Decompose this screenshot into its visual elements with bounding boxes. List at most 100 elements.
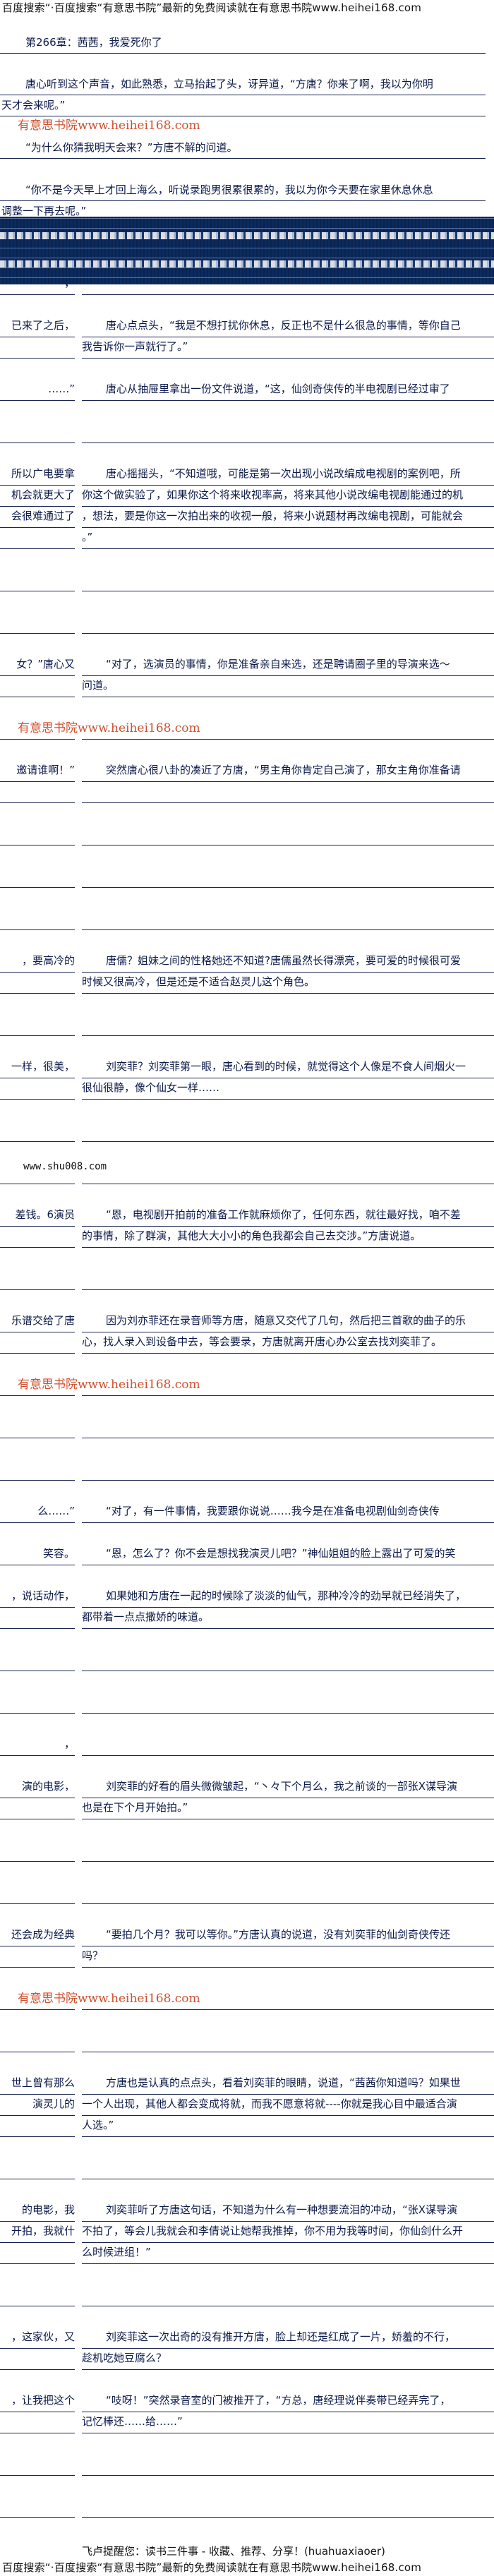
left-column-line (0, 2285, 75, 2306)
line-text: “对了，有一件事情，我要跟你说说……我今是在准备电视剧仙剑奇侠传 (106, 1505, 440, 1517)
line-text: 所以广电要拿 (11, 467, 75, 480)
left-column-line (0, 2412, 75, 2433)
left-column-line (0, 781, 75, 803)
line-text (82, 2500, 106, 2512)
left-column-line: 所以广电要拿 (0, 464, 75, 486)
left-column-line (0, 421, 75, 443)
line-text: 唐心听到这个声音，如此熟悉，立马抬起了头，讶异道，“方唐？你来了啊，我以为你明 (25, 78, 433, 90)
left-column-line: 邀请谁啊！” (0, 760, 75, 782)
left-column-line (0, 908, 75, 930)
line-text (82, 1272, 106, 1284)
watermark: 有意思书院www.heihei168.com (18, 1378, 200, 1392)
left-column-line (0, 1882, 75, 1904)
right-column-line (82, 1988, 494, 2010)
right-column-line: 突然唐心很八卦的凑近了方唐，“男主角你肯定自己演了，那女主角你准备请 (82, 760, 494, 782)
left-column-line (0, 675, 75, 697)
right-column-line (82, 1416, 494, 1438)
right-column-line: 唐儒？姐妹之间的性格她还不知道?唐儒虽然长得漂亮，要可爱的时候很可爱 (82, 951, 494, 973)
site-link[interactable]: www.shu008.com (23, 1161, 107, 1172)
right-column-line (82, 1649, 494, 1671)
right-column-line (82, 1882, 494, 1904)
header-banner: 百度搜索“·百度搜索“有意思书院”最新的免费阅读就在有意思书院www.heihe… (2, 1, 422, 14)
line-text: 的事情，除了群演，其他大大小小的角色我都会自己去交涉。”方唐说道。 (82, 1229, 421, 1242)
line-text: 时候又很高冷，但是还是不适合赵灵儿这个角色。 (82, 975, 315, 988)
chapter-title: 第266章：茜茜，我爱死你了 (0, 32, 486, 54)
line-text: 刘奕菲这一次出奇的没有推开方唐，脸上却还是红成了一片，娇羞的不行， (106, 2330, 456, 2343)
line-text: 记忆棒还……给……” (82, 2415, 183, 2428)
line-text: 么时候进组！” (82, 2246, 151, 2258)
text-line: 天才会来呢。” (0, 95, 486, 116)
right-column-line (82, 1014, 494, 1036)
left-column-line: 机会就更大了 (0, 485, 75, 507)
line-text: “要拍几个月？我可以等你。”方唐认真的说道，没有刘奕菲的仙剑奇侠传还 (106, 1928, 451, 1941)
line-text: “为什么你猜我明天会来？”方唐不解的问道。 (25, 141, 238, 154)
right-column-line: 很仙很静，像个仙女一样…… (82, 1078, 494, 1100)
line-text: 你这个做实验了，如果你这个将来收视率高，将来其他小说改编电视剧能通过的机 (82, 488, 464, 501)
line-text (82, 573, 106, 586)
right-column-line (82, 1374, 494, 1396)
line-text: 都带着一点点撒娇的味道。 (82, 1611, 210, 1623)
line-text: 很仙很静，像个仙女一样…… (82, 1081, 220, 1094)
right-column-line (82, 570, 494, 591)
line-text: ，要高冷的 (21, 954, 75, 967)
left-column-line: 一样，很美， (0, 1057, 75, 1078)
line-text: 唐心点点头，“我是不想打扰你休息，反正也不是什么很急的事情，等你自己 (106, 319, 461, 332)
right-column-line (82, 612, 494, 634)
left-column-line (0, 1014, 75, 1036)
line-text: 趁机吃她豆腐么？ (82, 2352, 167, 2364)
right-column-line: 刘奕菲的好看的眉头微微皱起，“丶々下个月么，我之前谈的一部张X谋导演 (82, 1776, 494, 1798)
right-column-line: 唐心从抽屉里拿出一份文件说道，“这，仙剑奇侠传的半电视剧已经过审了 (82, 379, 494, 401)
line-text (82, 1462, 106, 1475)
right-column-line: 刘奕菲这一次出奇的没有推开方唐，脸上却还是红成了一片，娇羞的不行， (82, 2327, 494, 2349)
right-column-line: 记忆棒还……给……” (82, 2412, 494, 2433)
left-column-line (0, 570, 75, 591)
right-column-line: “要拍几个月？我可以等你。”方唐认真的说道，没有刘奕菲的仙剑奇侠传还 (82, 1925, 494, 1946)
right-column-line (82, 2496, 494, 2518)
right-column-line: 不拍了，等会儿我就会和李倩说让她帮我推掉，你不用为我等时间，你仙剑什么开 (82, 2221, 494, 2243)
right-column-line: “对了，选演员的事情，你是准备亲自来选，还是聘请圈子里的导演来选～ (82, 654, 494, 676)
right-column-line: 刘奕菲？刘奕菲第一眼，唐心看到的时候，就觉得这个人像是不食人间烟火一 (82, 1057, 494, 1078)
left-column-line (0, 1226, 75, 1248)
line-text: ……” (48, 383, 75, 395)
left-column-line: 还会成为经典 (0, 1925, 75, 1946)
line-text: 会很难通过了 (11, 510, 75, 522)
left-column-line (0, 1268, 75, 1290)
line-text: 刘奕菲的好看的眉头微微皱起，“丶々下个月么，我之前谈的一部张X谋导演 (106, 1780, 458, 1793)
left-column-line (0, 527, 75, 549)
line-text: 一样，很美， (11, 1060, 75, 1073)
left-column-line (0, 2030, 75, 2052)
left-column-line (0, 2115, 75, 2137)
line-text: ，这家伙，又 (11, 2330, 75, 2343)
line-text: 天才会来呢。” (1, 99, 66, 112)
left-column-line (0, 1798, 75, 1819)
left-column-line (0, 612, 75, 634)
right-column-line: 心，找人录入到设备中去，等会要录，方唐就离开唐心办公室去找刘奕菲了。 (82, 1332, 494, 1354)
line-text (82, 2034, 106, 2047)
line-text: 吗？ (82, 1949, 104, 1962)
line-text (82, 1653, 106, 1666)
line-text: 调整一下再去呢。” (1, 205, 87, 217)
line-text (82, 277, 106, 289)
right-column-line: 唐心点点头，“我是不想打扰你休息，反正也不是什么很急的事情，等你自己 (82, 315, 494, 337)
line-text: ，说话动作， (11, 1589, 75, 1602)
right-column-line (82, 1162, 494, 1184)
line-text: 还会成为经典 (11, 1928, 75, 1941)
left-column-line (0, 1162, 75, 1184)
line-text (82, 2161, 106, 2174)
line-text: ，想法，要是你这一次拍出来的收视一般，将来小说题材再改编电视剧，可能就会 (82, 510, 464, 522)
text-line: “你不是今天早上才回上海么，听说录跑男很累很累的，我以为你今天要在家里休息休息 (0, 179, 486, 201)
left-column-line: ，说话动作， (0, 1586, 75, 1608)
left-column-line: ……” (0, 379, 75, 401)
text-line: 唐心听到这个声音，如此熟悉，立马抬起了头，讶异道，“方唐？你来了啊，我以为你明 (0, 73, 486, 95)
left-column-line: 乐谱交给了唐 (0, 1311, 75, 1332)
left-column-line: ，这家伙，又 (0, 2327, 75, 2349)
line-text (82, 1420, 106, 1433)
right-column-line (82, 866, 494, 888)
left-column-line (0, 1120, 75, 1142)
left-column-line: 演灵儿的 (0, 2094, 75, 2116)
text-line: “为什么你猜我明天会来？”方唐不解的问道。 (0, 137, 486, 159)
right-column-line (82, 2157, 494, 2179)
line-text: 的电影，我 (21, 2203, 75, 2216)
right-column-line: 也是在下个月开始拍。” (82, 1798, 494, 1819)
line-text: 女？”唐心又 (16, 658, 75, 670)
